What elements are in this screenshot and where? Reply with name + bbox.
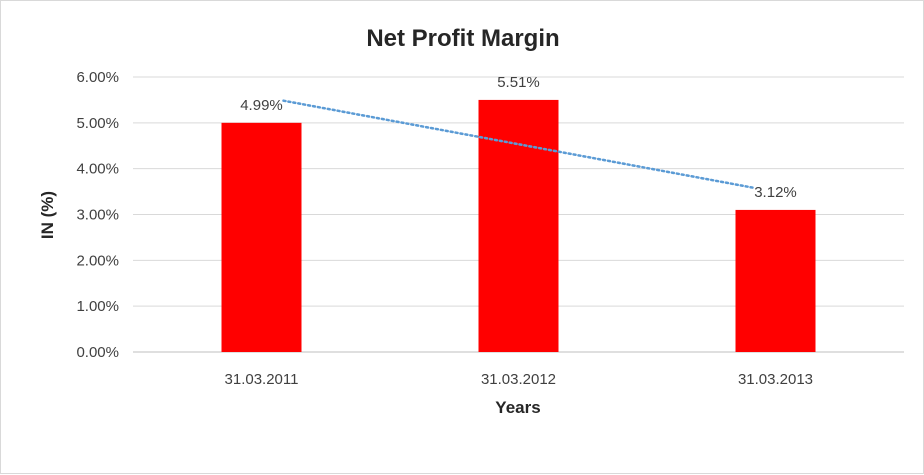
chart-title: Net Profit Margin: [366, 25, 559, 52]
y-tick-label: 5.00%: [76, 115, 119, 132]
y-axis-ticks: 0.00% 1.00% 2.00% 3.00% 4.00% 5.00% 6.00%: [76, 69, 119, 361]
x-tick-label: 31.03.2012: [481, 371, 556, 388]
x-axis-ticks: 31.03.2011 31.03.2012 31.03.2013: [225, 371, 814, 388]
y-tick-label: 4.00%: [76, 161, 119, 178]
bar: [735, 209, 816, 352]
y-tick-label: 0.00%: [76, 344, 119, 361]
x-tick-label: 31.03.2011: [225, 371, 299, 388]
x-axis-title: Years: [495, 398, 540, 417]
y-tick-label: 3.00%: [76, 207, 119, 224]
trendline: [282, 99, 755, 190]
bars: [221, 99, 816, 353]
data-label: 4.99%: [240, 97, 283, 114]
bar: [478, 99, 559, 353]
y-tick-label: 1.00%: [76, 298, 119, 315]
y-tick-label: 6.00%: [76, 69, 119, 86]
data-label: 3.12%: [754, 184, 797, 201]
bar: [221, 122, 302, 352]
x-tick-label: 31.03.2013: [738, 371, 813, 388]
y-tick-label: 2.00%: [76, 252, 119, 269]
trendline-line: [282, 99, 755, 190]
data-label: 5.51%: [497, 74, 540, 91]
y-axis-title: IN (%): [38, 191, 57, 239]
data-labels: 4.99% 5.51% 3.12%: [240, 74, 797, 201]
